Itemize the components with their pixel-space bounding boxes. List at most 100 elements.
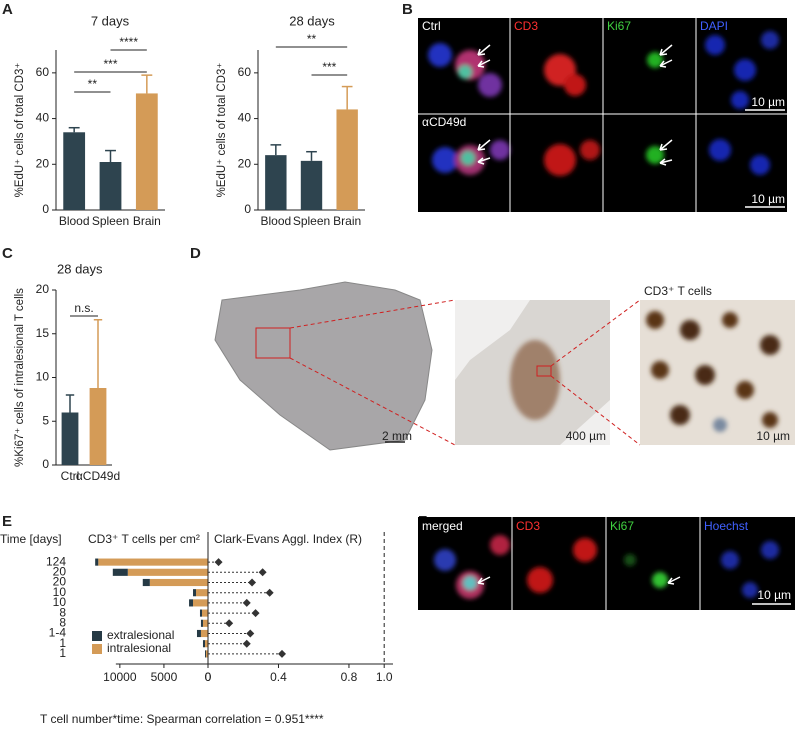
cell-cluster: [428, 31, 779, 176]
cd3-cell: [580, 140, 600, 160]
x-tick-label: αCD49d: [76, 469, 120, 483]
ki67-cell: [647, 52, 663, 68]
x-tick-label: 0: [205, 670, 212, 684]
cd3-cell: [564, 74, 586, 96]
y-tick-label: 8: [59, 605, 66, 619]
chart-title: Clark-Evans Aggl. Index (R): [214, 532, 362, 546]
bar-segment: [193, 589, 197, 597]
x-tick-label: 1.0: [376, 670, 393, 684]
y-tick-label: 10: [53, 595, 67, 609]
channel-label: DAPI: [700, 19, 728, 33]
x-tick-label: Spleen: [92, 214, 129, 228]
point: [278, 649, 286, 658]
chart-title: 7 days: [91, 13, 130, 28]
brain-section: [214, 281, 433, 451]
point: [242, 598, 251, 607]
x-tick-label: 0: [205, 670, 212, 684]
t-cell: [760, 335, 780, 355]
ki67-signal: [461, 151, 475, 165]
significance-label: ***: [103, 57, 117, 71]
bar-segment: [142, 578, 150, 587]
t-cell: [651, 361, 669, 379]
bar-segment: [205, 640, 208, 648]
bar: [63, 132, 86, 210]
y-axis-label: %EdU⁺ cells of total CD3⁺: [216, 63, 228, 198]
bar: [336, 109, 358, 210]
dapi-nucleus: [731, 91, 749, 109]
chart-title: CD3⁺ T cells per cm²: [88, 532, 200, 546]
point: [225, 619, 234, 628]
cd3-cell: [544, 144, 576, 176]
t-cell: [722, 312, 738, 328]
x-tick-label: 10000: [103, 670, 137, 684]
cell-cluster: [434, 535, 779, 599]
bar: [265, 155, 287, 210]
y-axis-label: Time [days]: [0, 532, 62, 546]
y-tick-label: 5: [42, 413, 49, 427]
nucleus: [432, 147, 458, 173]
panel-letter: C: [2, 245, 13, 262]
nucleus: [428, 43, 452, 67]
hoechst-nucleus: [761, 541, 779, 559]
ki67-signal: [463, 576, 477, 590]
zoom-line: [550, 299, 641, 367]
panel-letter: A: [2, 1, 13, 18]
x-tick-label: Blood: [260, 214, 291, 228]
t-cell: [695, 365, 715, 385]
scale-bar-label: 10 µm: [751, 95, 785, 109]
bar: [99, 162, 122, 210]
zoom-line: [550, 375, 641, 446]
bar-segment: [149, 578, 208, 587]
bar-segment: [205, 650, 208, 658]
point: [258, 568, 267, 577]
footnote: T cell number*time: Spearman correlation…: [40, 712, 324, 726]
y-tick-label: 1: [59, 646, 66, 660]
bar-segment: [112, 568, 128, 576]
cd3-cell: [527, 567, 553, 593]
cd3-cluster: [510, 340, 560, 420]
y-tick-label: 60: [238, 65, 252, 79]
scale-bar-label: 10 µm: [757, 588, 791, 602]
point: [246, 629, 255, 638]
y-tick-label: 40: [36, 111, 50, 125]
x-tick-label: 5000: [151, 670, 178, 684]
t-cell: [680, 320, 700, 340]
legend-swatch: [92, 631, 102, 641]
legend-swatch: [92, 644, 102, 654]
significance-label: ***: [322, 60, 336, 74]
y-axis-label: %EdU⁺ cells of total CD3⁺: [14, 63, 26, 198]
bar: [300, 160, 323, 210]
y-tick-label: 20: [53, 564, 67, 578]
scale-bar-label: 2 mm: [382, 429, 412, 443]
y-tick-label: 124: [46, 554, 66, 568]
point: [251, 609, 260, 618]
y-tick-label: 60: [36, 65, 50, 79]
x-tick-label: Blood: [59, 214, 90, 228]
bar-segment: [95, 558, 99, 566]
y-tick-label: 40: [238, 111, 252, 125]
x-tick-label: Brain: [133, 214, 161, 228]
ki67-cell: [646, 146, 664, 164]
bar-segment: [98, 558, 208, 566]
bar-segment: [205, 650, 206, 658]
significance-label: **: [307, 32, 317, 46]
bar-segment: [200, 619, 203, 627]
bar-segment: [189, 599, 194, 607]
y-tick-label: 20: [36, 156, 50, 170]
channel-label: merged: [422, 519, 463, 533]
bar-segment: [200, 629, 208, 638]
y-tick-label: 8: [59, 615, 66, 629]
dapi-nucleus: [705, 35, 725, 55]
significance-label: ****: [119, 35, 138, 49]
y-tick-label: 20: [53, 575, 67, 589]
bar-segment: [202, 609, 208, 617]
channel-label: αCD49d: [422, 115, 466, 129]
y-tick-label: 20: [36, 282, 50, 296]
x-tick-label: Brain: [333, 214, 361, 228]
zoom-box: [536, 365, 552, 377]
significance-label: n.s.: [74, 301, 93, 315]
chart-title: 28 days: [57, 261, 103, 276]
bar-segment: [199, 609, 203, 617]
